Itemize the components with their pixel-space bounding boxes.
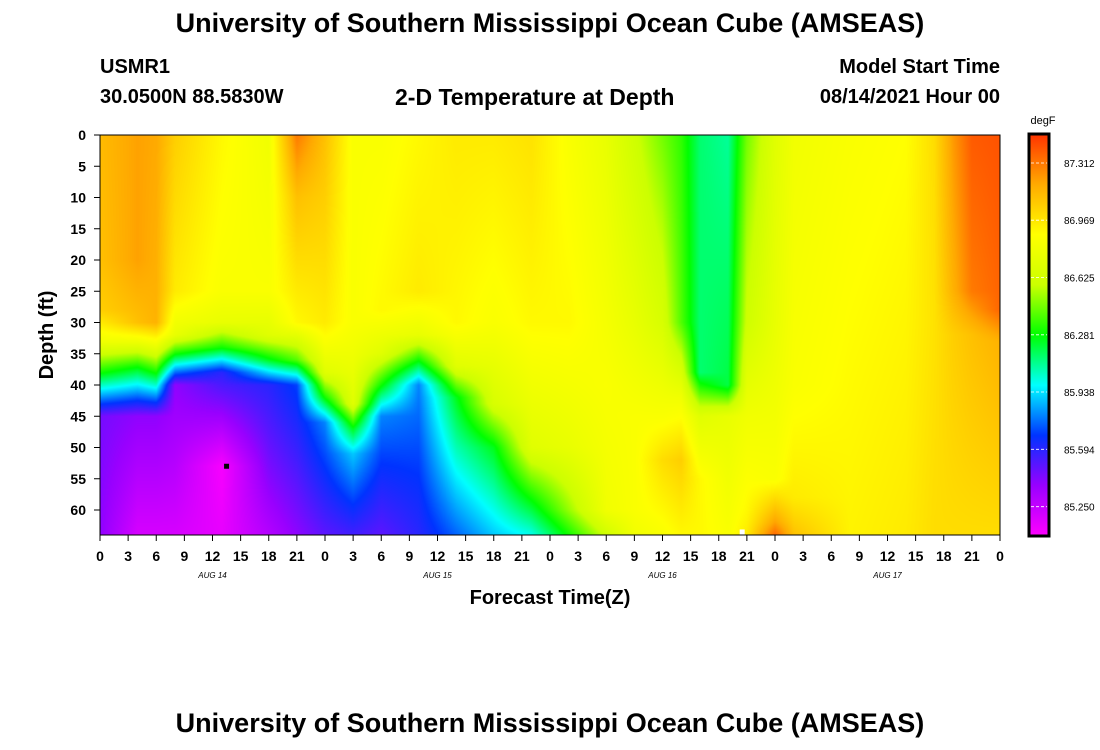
- x-tick-label: 0: [996, 548, 1004, 564]
- x-tick-label: 15: [233, 548, 249, 564]
- x-tick-label: 3: [124, 548, 132, 564]
- x-tick-label: 18: [936, 548, 952, 564]
- x-tick-label: 18: [261, 548, 277, 564]
- x-tick-label: 3: [799, 548, 807, 564]
- colorbar-tick-label: 86.625: [1064, 274, 1095, 285]
- x-tick-label: 0: [96, 548, 104, 564]
- x-tick-label: 12: [655, 548, 671, 564]
- y-axis-label: Depth (ft): [36, 291, 58, 380]
- x-tick-label: 3: [574, 548, 582, 564]
- y-tick-label: 20: [70, 252, 86, 268]
- x-tick-label: 6: [602, 548, 610, 564]
- marker-point: [224, 463, 230, 469]
- x-axis: 0 3 6 9 12 15 18 21 0 3 6 9 12 15 18 21 0 3 6 9 12 15 18 21 0 3 6 9…: [96, 535, 1004, 580]
- x-tick-label: 12: [880, 548, 896, 564]
- marker-point: [739, 529, 745, 535]
- x-axis-label: Forecast Time(Z): [470, 587, 631, 609]
- x-tick-label: 15: [458, 548, 474, 564]
- day-label: AUG 17: [872, 571, 902, 580]
- x-tick-label: 0: [321, 548, 329, 564]
- x-tick-label: 9: [180, 548, 188, 564]
- colorbar-tick-label: 86.281: [1064, 331, 1095, 342]
- y-tick-label: 45: [70, 408, 86, 424]
- x-tick-label: 9: [405, 548, 413, 564]
- y-tick-label: 50: [70, 440, 86, 456]
- markers-layer: [224, 463, 745, 535]
- y-tick-label: 35: [70, 346, 86, 362]
- x-tick-label: 9: [630, 548, 638, 564]
- day-label: AUG 15: [422, 571, 452, 580]
- model-start-value: 08/14/2021 Hour 00: [819, 86, 1000, 108]
- y-tick-label: 10: [70, 190, 86, 206]
- colorbar-labels: 87.312 86.969 86.625 86.281 85.938 85.594 85.2…: [1031, 159, 1095, 514]
- x-tick-label: 18: [711, 548, 727, 564]
- station-coordinates: 30.0500N 88.5830W: [100, 86, 284, 108]
- x-tick-label: 12: [430, 548, 446, 564]
- heatmap-field: [100, 135, 1000, 535]
- y-tick-label: 30: [70, 315, 86, 331]
- y-tick-label: 15: [70, 221, 86, 237]
- y-tick-label: 55: [70, 471, 86, 487]
- x-tick-label: 12: [205, 548, 221, 564]
- y-axis: 0 5 10 15 20 25 30 35 40 45 50 55 60: [70, 127, 100, 518]
- x-tick-label: 15: [908, 548, 924, 564]
- colorbar-tick-label: 85.594: [1064, 445, 1095, 456]
- x-tick-label: 6: [827, 548, 835, 564]
- y-tick-label: 0: [78, 127, 86, 143]
- model-start-label: Model Start Time: [839, 56, 1000, 78]
- x-tick-label: 21: [739, 548, 755, 564]
- y-tick-label: 60: [70, 502, 86, 518]
- x-tick-label: 21: [514, 548, 530, 564]
- x-tick-label: 0: [771, 548, 779, 564]
- y-tick-label: 5: [78, 158, 86, 174]
- day-label: AUG 16: [647, 571, 677, 580]
- plot-subtitle: 2-D Temperature at Depth: [395, 84, 675, 110]
- y-tick-label: 40: [70, 377, 86, 393]
- x-tick-label: 6: [152, 548, 160, 564]
- x-tick-label: 9: [855, 548, 863, 564]
- x-tick-label: 15: [683, 548, 699, 564]
- x-tick-label: 21: [964, 548, 980, 564]
- footer-title: University of Southern Mississippi Ocean…: [175, 708, 925, 738]
- x-tick-label: 21: [289, 548, 305, 564]
- colorbar-tick-label: 85.250: [1064, 503, 1095, 514]
- x-tick-label: 18: [486, 548, 502, 564]
- colorbar-tick-label: 85.938: [1064, 388, 1095, 399]
- x-tick-label: 6: [377, 548, 385, 564]
- colorbar-unit: degF: [1030, 115, 1055, 127]
- colorbar-tick-label: 86.969: [1064, 216, 1095, 227]
- x-tick-label: 0: [546, 548, 554, 564]
- station-id: USMR1: [100, 56, 171, 78]
- plot-title: University of Southern Mississippi Ocean…: [175, 8, 925, 38]
- x-tick-label: 3: [349, 548, 357, 564]
- day-label: AUG 14: [197, 571, 227, 580]
- colorbar-tick-label: 87.312: [1064, 159, 1095, 170]
- y-tick-label: 25: [70, 283, 86, 299]
